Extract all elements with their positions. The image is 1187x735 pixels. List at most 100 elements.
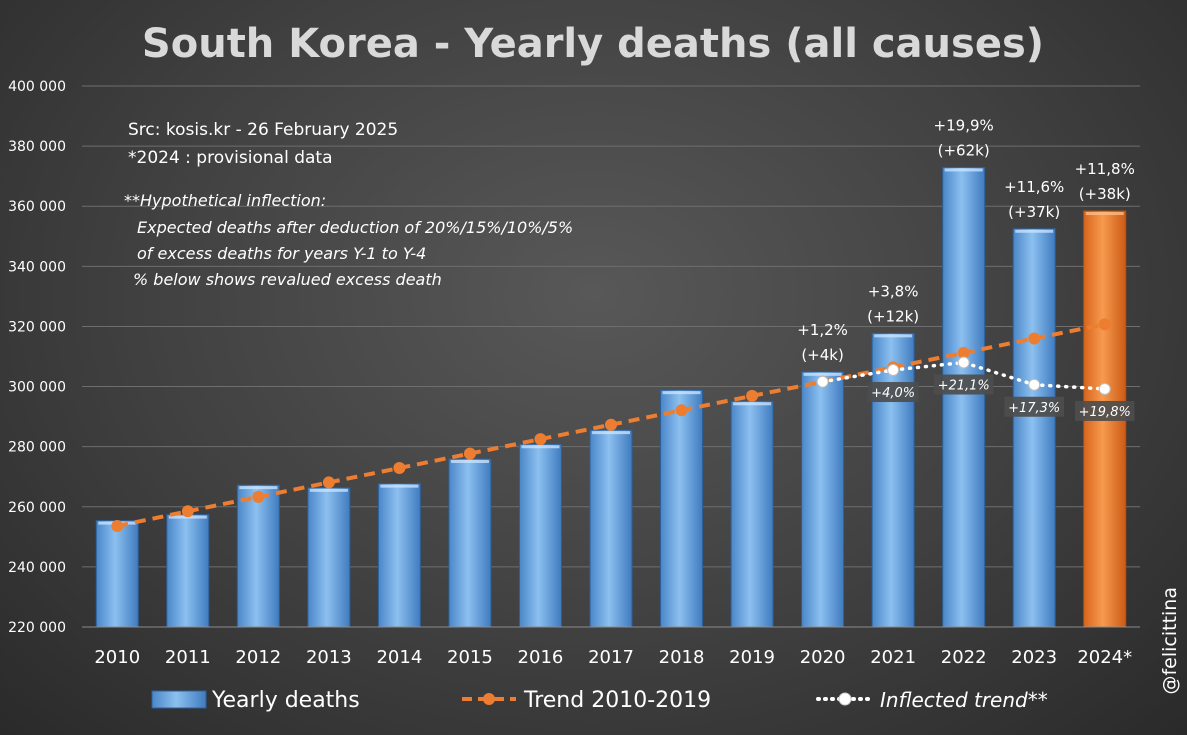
author-handle: @felicittina (1159, 587, 1181, 695)
legend-label-trend: Trend 2010-2019 (523, 688, 711, 713)
inflected-label-box (1074, 400, 1135, 421)
x-tick-label: 2012 (235, 647, 281, 668)
chart-title: South Korea - Yearly deaths (all causes) (142, 21, 1044, 67)
inflected-label-box (933, 374, 994, 395)
bar-2013 (307, 487, 351, 628)
inflected-point (1028, 378, 1041, 391)
bar-2019 (730, 400, 774, 628)
legend: Yearly deaths Trend 2010-2019 Inflected … (151, 688, 1048, 713)
x-tick-label: 2019 (729, 647, 775, 668)
inflected-label: +17,3% (1008, 401, 1060, 416)
bar-top-highlight (944, 168, 983, 172)
legend-trend-marker (483, 693, 495, 705)
hyp-note-line: **Hypothetical inflection: (124, 191, 326, 210)
bar-labels: +1,2% (+4k) +3,8% (+12k) +19,9% (+62k) +11,6% (… (797, 116, 1135, 363)
inflected-label-box (1004, 396, 1064, 417)
legend-bar-swatch (151, 690, 207, 709)
bar-2011 (166, 514, 210, 628)
trend-point (322, 476, 335, 489)
y-tick-label: 240 000 (8, 560, 66, 576)
bar-top-highlight (450, 459, 489, 463)
bar-2014 (377, 483, 421, 628)
x-tick-label: 2017 (588, 647, 634, 668)
bar-label-pct: +19,9% (934, 116, 994, 134)
y-tick-label: 400 000 (8, 79, 66, 95)
bar-label-abs: (+38k) (1079, 185, 1131, 203)
hyp-note-line: of excess deaths for years Y-1 to Y-4 (137, 244, 426, 263)
inflected-point (816, 375, 829, 388)
bar-top-highlight (803, 372, 842, 376)
inflected-point (957, 356, 970, 369)
x-tick-label: 2020 (800, 647, 846, 668)
trend-point (605, 418, 617, 431)
bar-top-highlight (380, 484, 419, 488)
x-tick-label: 2010 (94, 647, 140, 668)
y-tick-label: 380 000 (8, 139, 66, 155)
x-tick-label: 2015 (447, 647, 493, 668)
legend-inflected-marker (838, 692, 852, 706)
x-tick-label: 2014 (376, 647, 422, 668)
bar-2012 (236, 484, 280, 628)
inflected-label: +4,0% (871, 386, 915, 401)
x-tick-label: 2016 (518, 647, 564, 668)
bar-2017 (589, 429, 633, 628)
trend-point (746, 389, 759, 402)
inflected-trend-line (816, 356, 1111, 395)
bar-2016 (518, 443, 562, 628)
inflected-point (887, 364, 900, 377)
inflected-label-box (867, 382, 919, 403)
bar-top-highlight (1085, 212, 1124, 216)
y-tick-label: 320 000 (8, 319, 66, 335)
inflected-label: +21,1% (938, 379, 990, 394)
bar-2022 (942, 166, 986, 628)
notes: Src: kosis.kr - 26 February 2025 *2024 :… (124, 120, 573, 289)
y-tick-label: 260 000 (8, 500, 66, 516)
bar-label-pct: +11,8% (1075, 160, 1135, 178)
bar-label-abs: (+62k) (938, 141, 990, 159)
inflected-label: +19,8% (1079, 405, 1131, 420)
trend-point (463, 447, 476, 460)
trend-point (252, 490, 265, 503)
y-tick-label: 220 000 (8, 620, 66, 636)
y-axis: 220 000 240 000 260 000 280 000 300 000 320 0… (8, 79, 66, 636)
x-axis: 2010 2011 2012 2013 2014 2015 2016 2017 2018 2019… (82, 626, 1140, 668)
provisional-note: *2024 : provisional data (128, 148, 332, 168)
legend-label-inflected: Inflected trend** (880, 688, 1048, 712)
inflected-point (1098, 382, 1111, 395)
bar-2023 (1012, 228, 1056, 628)
source-note: Src: kosis.kr - 26 February 2025 (128, 120, 398, 140)
x-tick-label: 2021 (870, 647, 916, 668)
trend-point (111, 520, 124, 533)
bar-2018 (660, 389, 704, 628)
bar-2020 (801, 371, 845, 628)
bar-label-pct: +11,6% (1004, 178, 1064, 196)
y-tick-label: 360 000 (8, 199, 66, 215)
bar-label-abs: (+37k) (1008, 203, 1060, 221)
trend-point (957, 346, 970, 359)
x-tick-label: 2013 (306, 647, 352, 668)
bar-2021 (871, 332, 915, 628)
bar-top-highlight (521, 445, 560, 449)
bar-top-highlight (309, 488, 348, 492)
trend-point (1028, 332, 1041, 345)
trend-point (675, 404, 688, 417)
bar-label-abs: (+12k) (867, 307, 919, 325)
bar-top-highlight (874, 334, 913, 338)
y-tick-label: 340 000 (8, 259, 66, 275)
legend-label-yearly: Yearly deaths (211, 688, 360, 713)
bar-top-highlight (592, 431, 630, 435)
bar-label-pct: +1,2% (797, 321, 848, 339)
bar-top-highlight (1015, 229, 1054, 233)
x-tick-label: 2011 (165, 647, 211, 668)
x-tick-label: 2023 (1011, 647, 1057, 668)
trend-point (1098, 318, 1111, 331)
y-tick-label: 300 000 (8, 380, 66, 396)
bar-top-highlight (662, 391, 701, 395)
x-tick-label: 2022 (941, 647, 987, 668)
bar-2010 (95, 520, 139, 628)
trend-point (181, 505, 194, 518)
trend-point (393, 462, 406, 475)
hyp-note-line: % below shows revalued excess death (133, 270, 442, 289)
trend-line (111, 318, 1111, 533)
